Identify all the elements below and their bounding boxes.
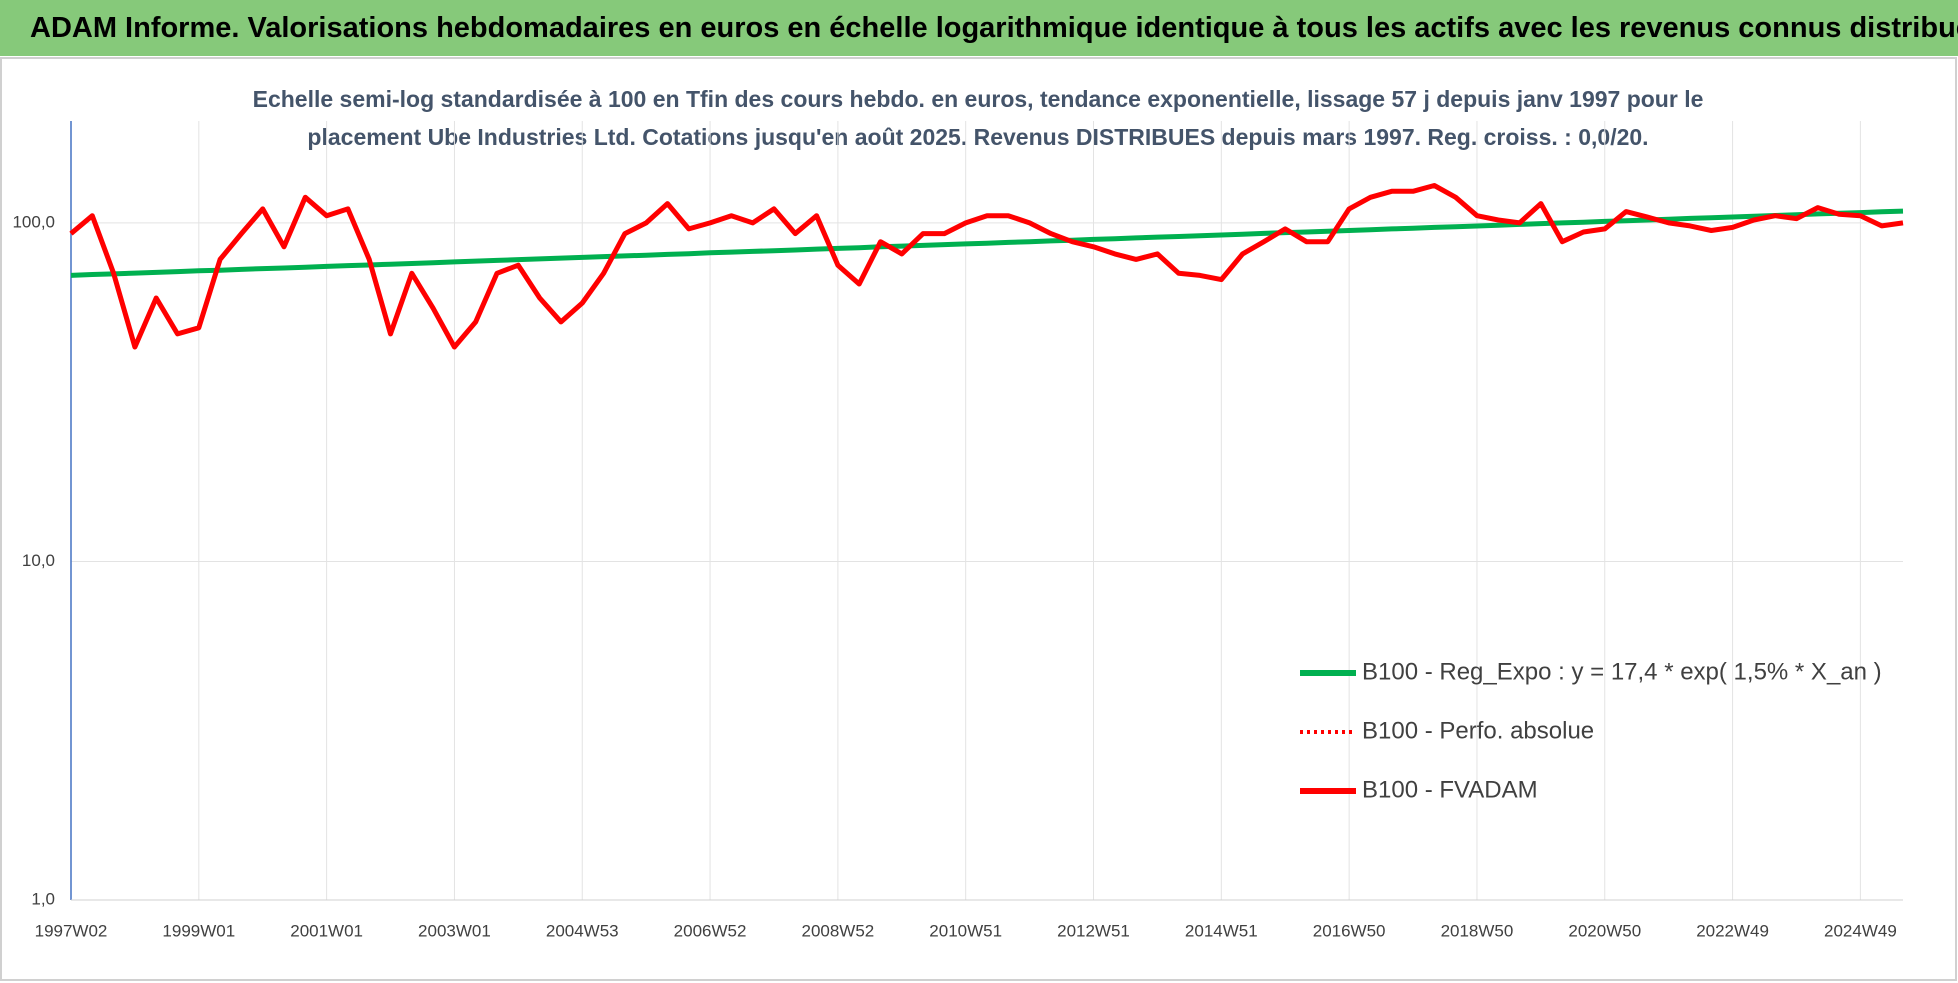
x-tick-label: 2014W51 <box>1185 921 1258 940</box>
series-line <box>70 208 1904 278</box>
x-tick-label: 2008W52 <box>801 921 874 940</box>
series-line <box>69 183 1904 350</box>
x-tick-label: 2010W51 <box>929 921 1002 940</box>
legend-label: B100 - FVADAM <box>1362 776 1538 803</box>
x-tick-label: 1997W02 <box>35 921 108 940</box>
x-tick-label: 2020W50 <box>1568 921 1641 940</box>
x-tick-label: 2004W53 <box>546 921 619 940</box>
x-tick-label: 2018W50 <box>1441 921 1514 940</box>
x-tick-label: 2012W51 <box>1057 921 1130 940</box>
x-tick-label: 2024W49 <box>1824 921 1897 940</box>
y-tick-label: 10,0 <box>22 551 55 570</box>
title-bar: ADAM Informe. Valorisations hebdomadaire… <box>0 0 1958 56</box>
subtitle: placement Ube Industries Ltd. Cotations … <box>307 124 1648 150</box>
legend-label: B100 - Perfo. absolue <box>1362 717 1594 744</box>
x-tick-label: 2003W01 <box>418 921 491 940</box>
y-tick-label: 1,0 <box>31 889 55 908</box>
subtitle: Echelle semi-log standardisée à 100 en T… <box>253 86 1704 112</box>
y-tick-label: 100,0 <box>12 212 55 231</box>
x-tick-label: 1999W01 <box>162 921 235 940</box>
x-tick-label: 2001W01 <box>290 921 363 940</box>
chart-border <box>0 57 1957 981</box>
x-tick-label: 2016W50 <box>1313 921 1386 940</box>
legend-label: B100 - Reg_Expo : y = 17,4 * exp( 1,5% *… <box>1362 658 1882 685</box>
x-tick-label: 2022W49 <box>1696 921 1769 940</box>
x-tick-label: 2006W52 <box>674 921 747 940</box>
